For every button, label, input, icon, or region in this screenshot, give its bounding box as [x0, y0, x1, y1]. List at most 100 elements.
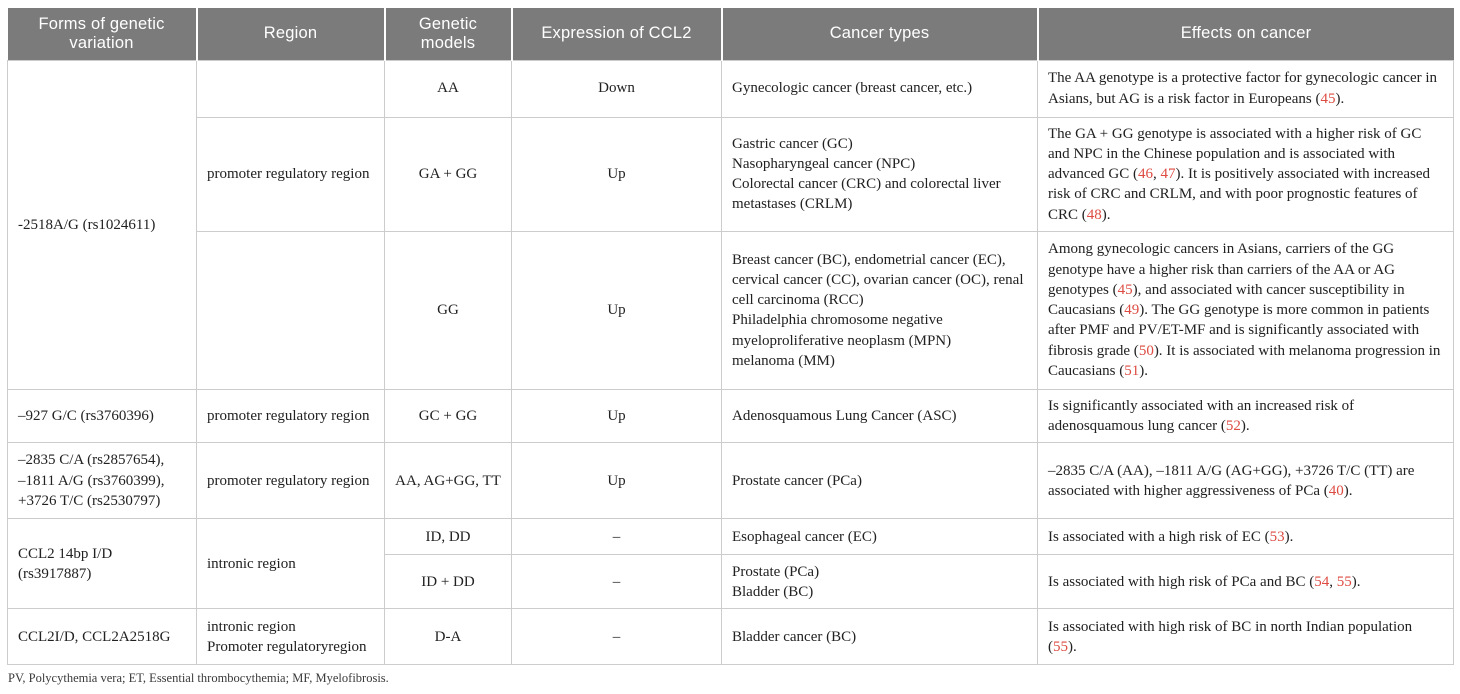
column-header-cancer-types: Cancer types [720, 8, 1038, 60]
cell-line: Bladder (BC) [732, 583, 814, 600]
cell-line: Bladder cancer (BC) [732, 628, 857, 645]
column-header-expression: Expression of CCL2 [510, 8, 722, 60]
cell-variation: CCL2I/D, CCL2A2518G [7, 608, 197, 666]
citation-link[interactable]: 51 [1124, 362, 1140, 379]
cell-line: Breast cancer (BC), endometrial cancer (… [732, 251, 1024, 309]
cell-line: Prostate (PCa) [732, 563, 820, 580]
citation-link[interactable]: 45 [1117, 281, 1133, 298]
cell-effects: Is associated with high risk of PCa and … [1037, 554, 1454, 610]
cell-cancer-types: Gynecologic cancer (breast cancer, etc.) [721, 59, 1038, 118]
table-header-row: Forms of genetic variation Region Genetic … [7, 8, 1454, 60]
citation-link[interactable]: 55 [1336, 573, 1352, 590]
cell-line: –2835 C/A (rs2857654), [18, 452, 165, 469]
cell-line: Gastric cancer (GC) [732, 135, 853, 152]
cell-region [196, 230, 385, 390]
citation-link[interactable]: 55 [1053, 638, 1068, 655]
cell-line: Gynecologic cancer (breast cancer, etc.) [732, 80, 973, 97]
citation-link[interactable]: 49 [1124, 302, 1140, 319]
cell-line: Adenosquamous Lung Cancer (ASC) [732, 407, 957, 424]
cell-region [196, 59, 385, 118]
cell-genetic-model: GA + GG [384, 116, 512, 232]
effect-text: The GA + GG genotype is associated with … [1048, 125, 1422, 183]
cell-effects: Is significantly associated with an incr… [1037, 388, 1454, 444]
citation-link[interactable]: 53 [1269, 528, 1285, 545]
cell-line: +3726 T/C (rs2530797) [18, 492, 161, 509]
column-header-effects: Effects on cancer [1036, 8, 1454, 60]
table-row: –927 G/C (rs3760396) promoter regulatory … [7, 388, 1454, 444]
table-footnote: PV, Polycythemia vera; ET, Essential thr… [8, 671, 389, 686]
effect-text: Is associated with a high risk of EC ( [1048, 528, 1270, 545]
table-row: –2835 C/A (rs2857654), –1811 A/G (rs37603… [7, 442, 1454, 520]
effect-text: ). [1068, 638, 1077, 655]
effect-text: Is associated with high risk of PCa and … [1048, 573, 1315, 590]
cell-variation: CCL2 14bp I/D (rs3917887) [7, 518, 197, 610]
effect-text: –2835 C/A (AA), –1811 A/G (AG+GG), +3726… [1048, 462, 1415, 499]
cell-region: promoter regulatory region [196, 442, 385, 520]
cell-effects: Is associated with a high risk of EC (53… [1037, 518, 1454, 556]
cell-genetic-model: AA [384, 59, 512, 118]
cell-region: promoter regulatory region [196, 116, 385, 232]
effect-text: ). It is positively associated with incr… [1048, 166, 1430, 223]
cell-effects: The AA genotype is a protective factor f… [1037, 59, 1454, 118]
cell-cancer-types: Prostate (PCa) Bladder (BC) [721, 554, 1038, 610]
effect-text: , [1152, 166, 1161, 182]
effect-text: ). The GG genotype is more common in pat… [1048, 302, 1430, 359]
column-header-region: Region [195, 8, 385, 60]
citation-link[interactable]: 50 [1138, 342, 1154, 359]
cell-variation: –927 G/C (rs3760396) [7, 388, 197, 444]
column-header-genetic-model: Genetic models [383, 8, 512, 60]
cell-expression: Up [511, 388, 722, 444]
cell-expression: – [511, 554, 722, 610]
effect-text: Is associated with high risk of BC in no… [1048, 618, 1413, 655]
effect-text: Is significantly associated with an incr… [1048, 397, 1355, 434]
effect-text: ), and associated with cancer susceptibi… [1048, 281, 1405, 319]
cell-effects: Among gynecologic cancers in Asians, car… [1037, 230, 1454, 390]
cell-cancer-types: Adenosquamous Lung Cancer (ASC) [721, 388, 1038, 444]
genetic-variation-table: Forms of genetic variation Region Genetic … [7, 8, 1454, 666]
table-row: ID + DD – Prostate (PCa) Bladder (BC) Is ass… [8, 554, 1454, 610]
cell-cancer-types: Prostate cancer (PCa) [721, 442, 1038, 520]
cell-genetic-model: ID + DD [384, 554, 512, 610]
cell-genetic-model: ID, DD [384, 518, 512, 556]
cell-expression: – [511, 518, 722, 556]
cell-genetic-model: GC + GG [384, 388, 512, 444]
effect-text: ). It is associated with melanoma progre… [1048, 342, 1441, 379]
table-row: GG Up Breast cancer (BC), endometrial canc… [8, 230, 1454, 390]
cell-effects: Is associated with high risk of BC in no… [1037, 608, 1454, 666]
cell-variation: –2835 C/A (rs2857654), –1811 A/G (rs37603… [7, 442, 197, 520]
cell-line: melanoma (MM) [732, 352, 835, 369]
effect-text: ). [1139, 362, 1148, 379]
cell-line: Nasopharyngeal cancer (NPC) [732, 155, 916, 172]
table-row: CCL2I/D, CCL2A2518G intronic region Promot… [7, 608, 1454, 666]
effect-text: ). [1351, 573, 1361, 590]
effect-text: ). [1335, 90, 1345, 107]
cell-line: Promoter regulatoryregion [207, 638, 367, 655]
effect-text: ). [1240, 418, 1250, 434]
table-row: CCL2 14bp I/D (rs3917887) intronic region… [7, 518, 1454, 610]
citation-link[interactable]: 40 [1328, 482, 1344, 499]
cell-line: Esophageal cancer (EC) [732, 528, 877, 545]
cell-line: –1811 A/G (rs3760399), [18, 472, 165, 489]
citation-link[interactable]: 52 [1225, 418, 1241, 434]
effect-text: The AA genotype is a protective factor f… [1048, 70, 1438, 107]
cell-cancer-types: Gastric cancer (GC) Nasopharyngeal cancer… [721, 116, 1038, 232]
column-header-variation: Forms of genetic variation [7, 8, 197, 60]
cell-genetic-model: AA, AG+GG, TT [384, 442, 512, 520]
cell-cancer-types: Esophageal cancer (EC) [721, 518, 1038, 556]
effect-text: ). [1101, 206, 1111, 223]
table-header: Forms of genetic variation Region Genetic … [7, 8, 1454, 60]
citation-link[interactable]: 47 [1160, 166, 1176, 182]
cell-variation: -2518A/G (rs1024611) [7, 59, 197, 390]
table-body: -2518A/G (rs1024611) AA Down Gynecologic ca… [7, 59, 1454, 666]
cell-region: intronic region Promoter regulatoryregion [196, 608, 385, 666]
cell-effects: The GA + GG genotype is associated with … [1037, 116, 1454, 232]
citation-link[interactable]: 54 [1314, 573, 1330, 590]
citation-link[interactable]: 45 [1320, 90, 1336, 107]
citation-link[interactable]: 48 [1086, 206, 1102, 223]
cell-genetic-model: GG [384, 230, 512, 390]
cell-cancer-types: Breast cancer (BC), endometrial cancer (… [721, 230, 1038, 390]
effect-text: , [1329, 573, 1337, 590]
cell-expression: Down [511, 59, 722, 118]
citation-link[interactable]: 46 [1137, 166, 1153, 182]
